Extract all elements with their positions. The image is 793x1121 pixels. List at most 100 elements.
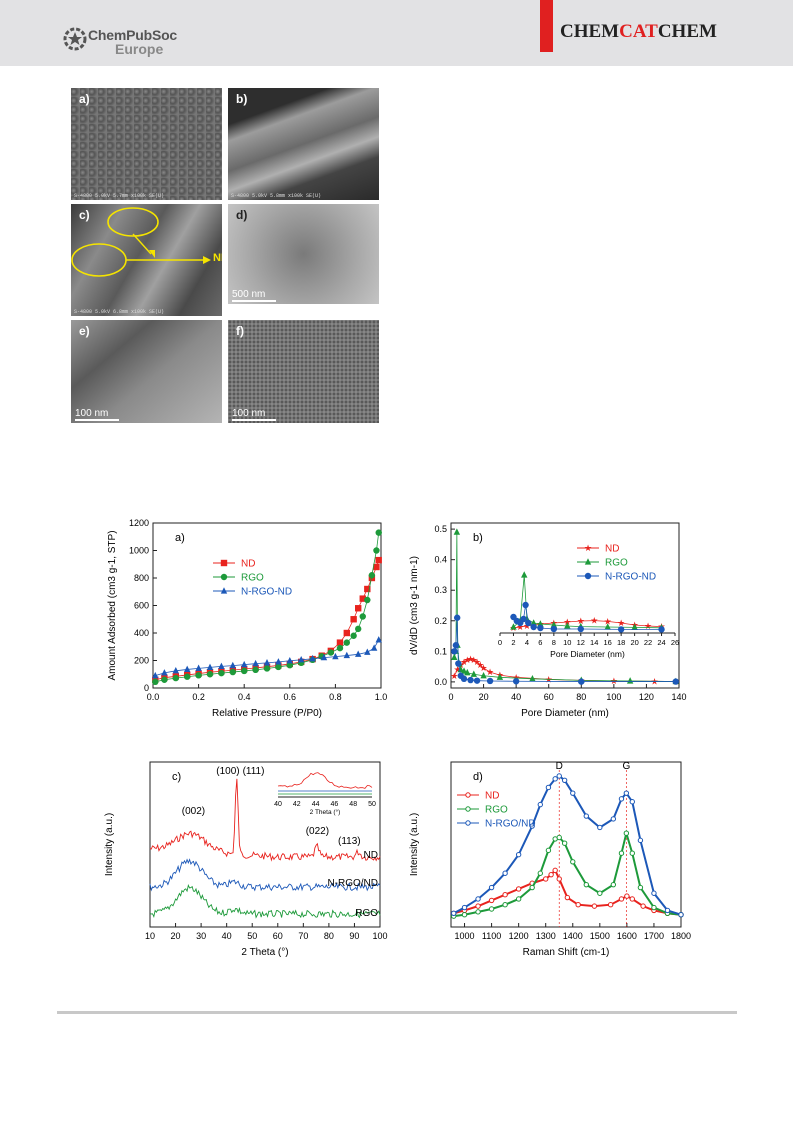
data-point <box>475 903 481 909</box>
inset-data-point: ★ <box>604 616 612 626</box>
y-tick-label: 0.0 <box>434 677 447 687</box>
data-point <box>496 673 504 680</box>
data-point <box>651 890 657 896</box>
data-point: ★ <box>512 672 520 682</box>
inset-data-point <box>577 625 584 633</box>
x-axis-label: Relative Pressure (P/P0) <box>212 708 322 719</box>
data-point <box>241 660 248 668</box>
y-axis-label: Intensity (a.u.) <box>409 813 420 876</box>
x-axis-label: 2 Theta (°) <box>241 947 288 958</box>
data-point <box>618 896 625 902</box>
panel-label: c) <box>79 208 90 222</box>
data-point <box>172 667 179 674</box>
peak-annotation: (022) <box>306 826 329 837</box>
series-line <box>453 532 676 682</box>
inset-x-tick-label: 22 <box>644 638 652 647</box>
data-point <box>575 902 581 908</box>
legend-label: ND <box>241 559 255 570</box>
data-point <box>502 902 508 908</box>
data-point <box>529 823 535 829</box>
data-point <box>607 902 614 908</box>
data-point <box>629 850 635 856</box>
data-point <box>375 556 382 564</box>
inset-data-point: ★ <box>617 618 625 628</box>
inset-x-tick-label: 6 <box>538 638 542 647</box>
sem-info: S-4800 5.0kV 5.7mm x100k SE(U) <box>74 193 165 199</box>
data-point <box>543 876 549 882</box>
sem-info: S-4800 5.0kV 5.8mm x100k SE(U) <box>231 193 322 199</box>
data-point <box>475 909 481 915</box>
data-point <box>452 642 460 649</box>
series-N-RGO-ND <box>152 636 382 679</box>
x-tick-label: 140 <box>671 692 686 702</box>
series-RGO <box>451 829 684 919</box>
data-point <box>529 884 535 891</box>
legend-marker <box>465 792 471 798</box>
legend-marker <box>584 572 592 580</box>
peak-annotation: (100) <box>216 766 239 777</box>
chart-d-raman: 1000 1100 1200 1300 1400 1500 1600 1700 1800 Rama… <box>409 761 691 958</box>
legend-label: N-RGO-ND <box>605 572 656 583</box>
x-tick-label: 60 <box>544 692 554 702</box>
data-point: ★ <box>473 657 481 667</box>
x-tick-label: 1100 <box>482 931 501 941</box>
micrograph-e: e) 100 nm <box>71 320 222 423</box>
data-point <box>610 816 617 822</box>
inset-x-axis-label: 2 Theta (°) <box>310 808 341 816</box>
y-tick-label: 1200 <box>129 518 149 528</box>
data-point: ★ <box>450 671 458 681</box>
series-line <box>453 829 682 918</box>
plot-frame <box>450 761 682 928</box>
y-tick-label: 0.3 <box>434 585 447 595</box>
micrograph-d: d) 500 nm <box>228 204 379 304</box>
data-point <box>480 671 487 679</box>
data-point <box>364 585 371 593</box>
inset-data-point: ★ <box>577 616 585 626</box>
data-point <box>618 850 625 856</box>
inset-x-tick-label: 46 <box>331 801 339 808</box>
x-tick-label: 1200 <box>509 931 529 941</box>
data-point <box>359 595 366 602</box>
x-tick-label: 50 <box>247 931 257 941</box>
data-point <box>556 876 562 882</box>
data-point <box>664 907 671 914</box>
data-point <box>298 656 305 663</box>
data-point <box>610 881 617 888</box>
chempubsoc-star-icon <box>63 27 87 51</box>
data-point <box>623 790 630 796</box>
inset-x-tick-label: 2 <box>511 638 515 647</box>
inset-series-line <box>513 574 662 629</box>
y-tick-label: 1000 <box>129 546 149 556</box>
inset-data-point <box>537 624 544 632</box>
chart-a-isotherm: 0.0 0.2 0.4 0.6 0.8 1.0 0 200 400 600 800 1000 1200 R… <box>107 518 387 719</box>
data-point <box>629 799 635 805</box>
data-point <box>375 636 382 643</box>
x-tick-label: 1700 <box>644 931 664 941</box>
sem-info: S-4800 5.0kV 6.8mm x100k SE(U) <box>74 309 165 315</box>
data-point <box>597 824 603 831</box>
x-tick-label: 0 <box>448 692 453 702</box>
legend-label: RGO <box>605 558 628 569</box>
data-point <box>206 671 214 678</box>
inset-data-point <box>604 623 611 630</box>
x-tick-label: 40 <box>222 931 232 941</box>
x-tick-label: 10 <box>145 931 155 941</box>
data-point <box>570 790 576 796</box>
data-point <box>350 616 357 623</box>
series-N-RGO/ND <box>451 773 684 918</box>
data-point <box>537 801 543 808</box>
x-tick-label: 1000 <box>455 931 475 941</box>
x-tick-label: 1800 <box>671 931 691 941</box>
x-tick-label: 1600 <box>617 931 637 941</box>
data-point <box>327 649 335 656</box>
data-point <box>537 870 543 876</box>
data-point <box>488 884 495 891</box>
y-tick-label: 0.5 <box>434 524 447 534</box>
peak-annotation: (113) <box>338 836 361 847</box>
data-point <box>343 639 350 646</box>
data-point: ★ <box>470 655 478 665</box>
panel-label: a) <box>79 92 90 106</box>
data-point <box>591 903 598 909</box>
inset-x-tick-label: 8 <box>552 638 556 647</box>
plot-frame <box>450 522 680 689</box>
